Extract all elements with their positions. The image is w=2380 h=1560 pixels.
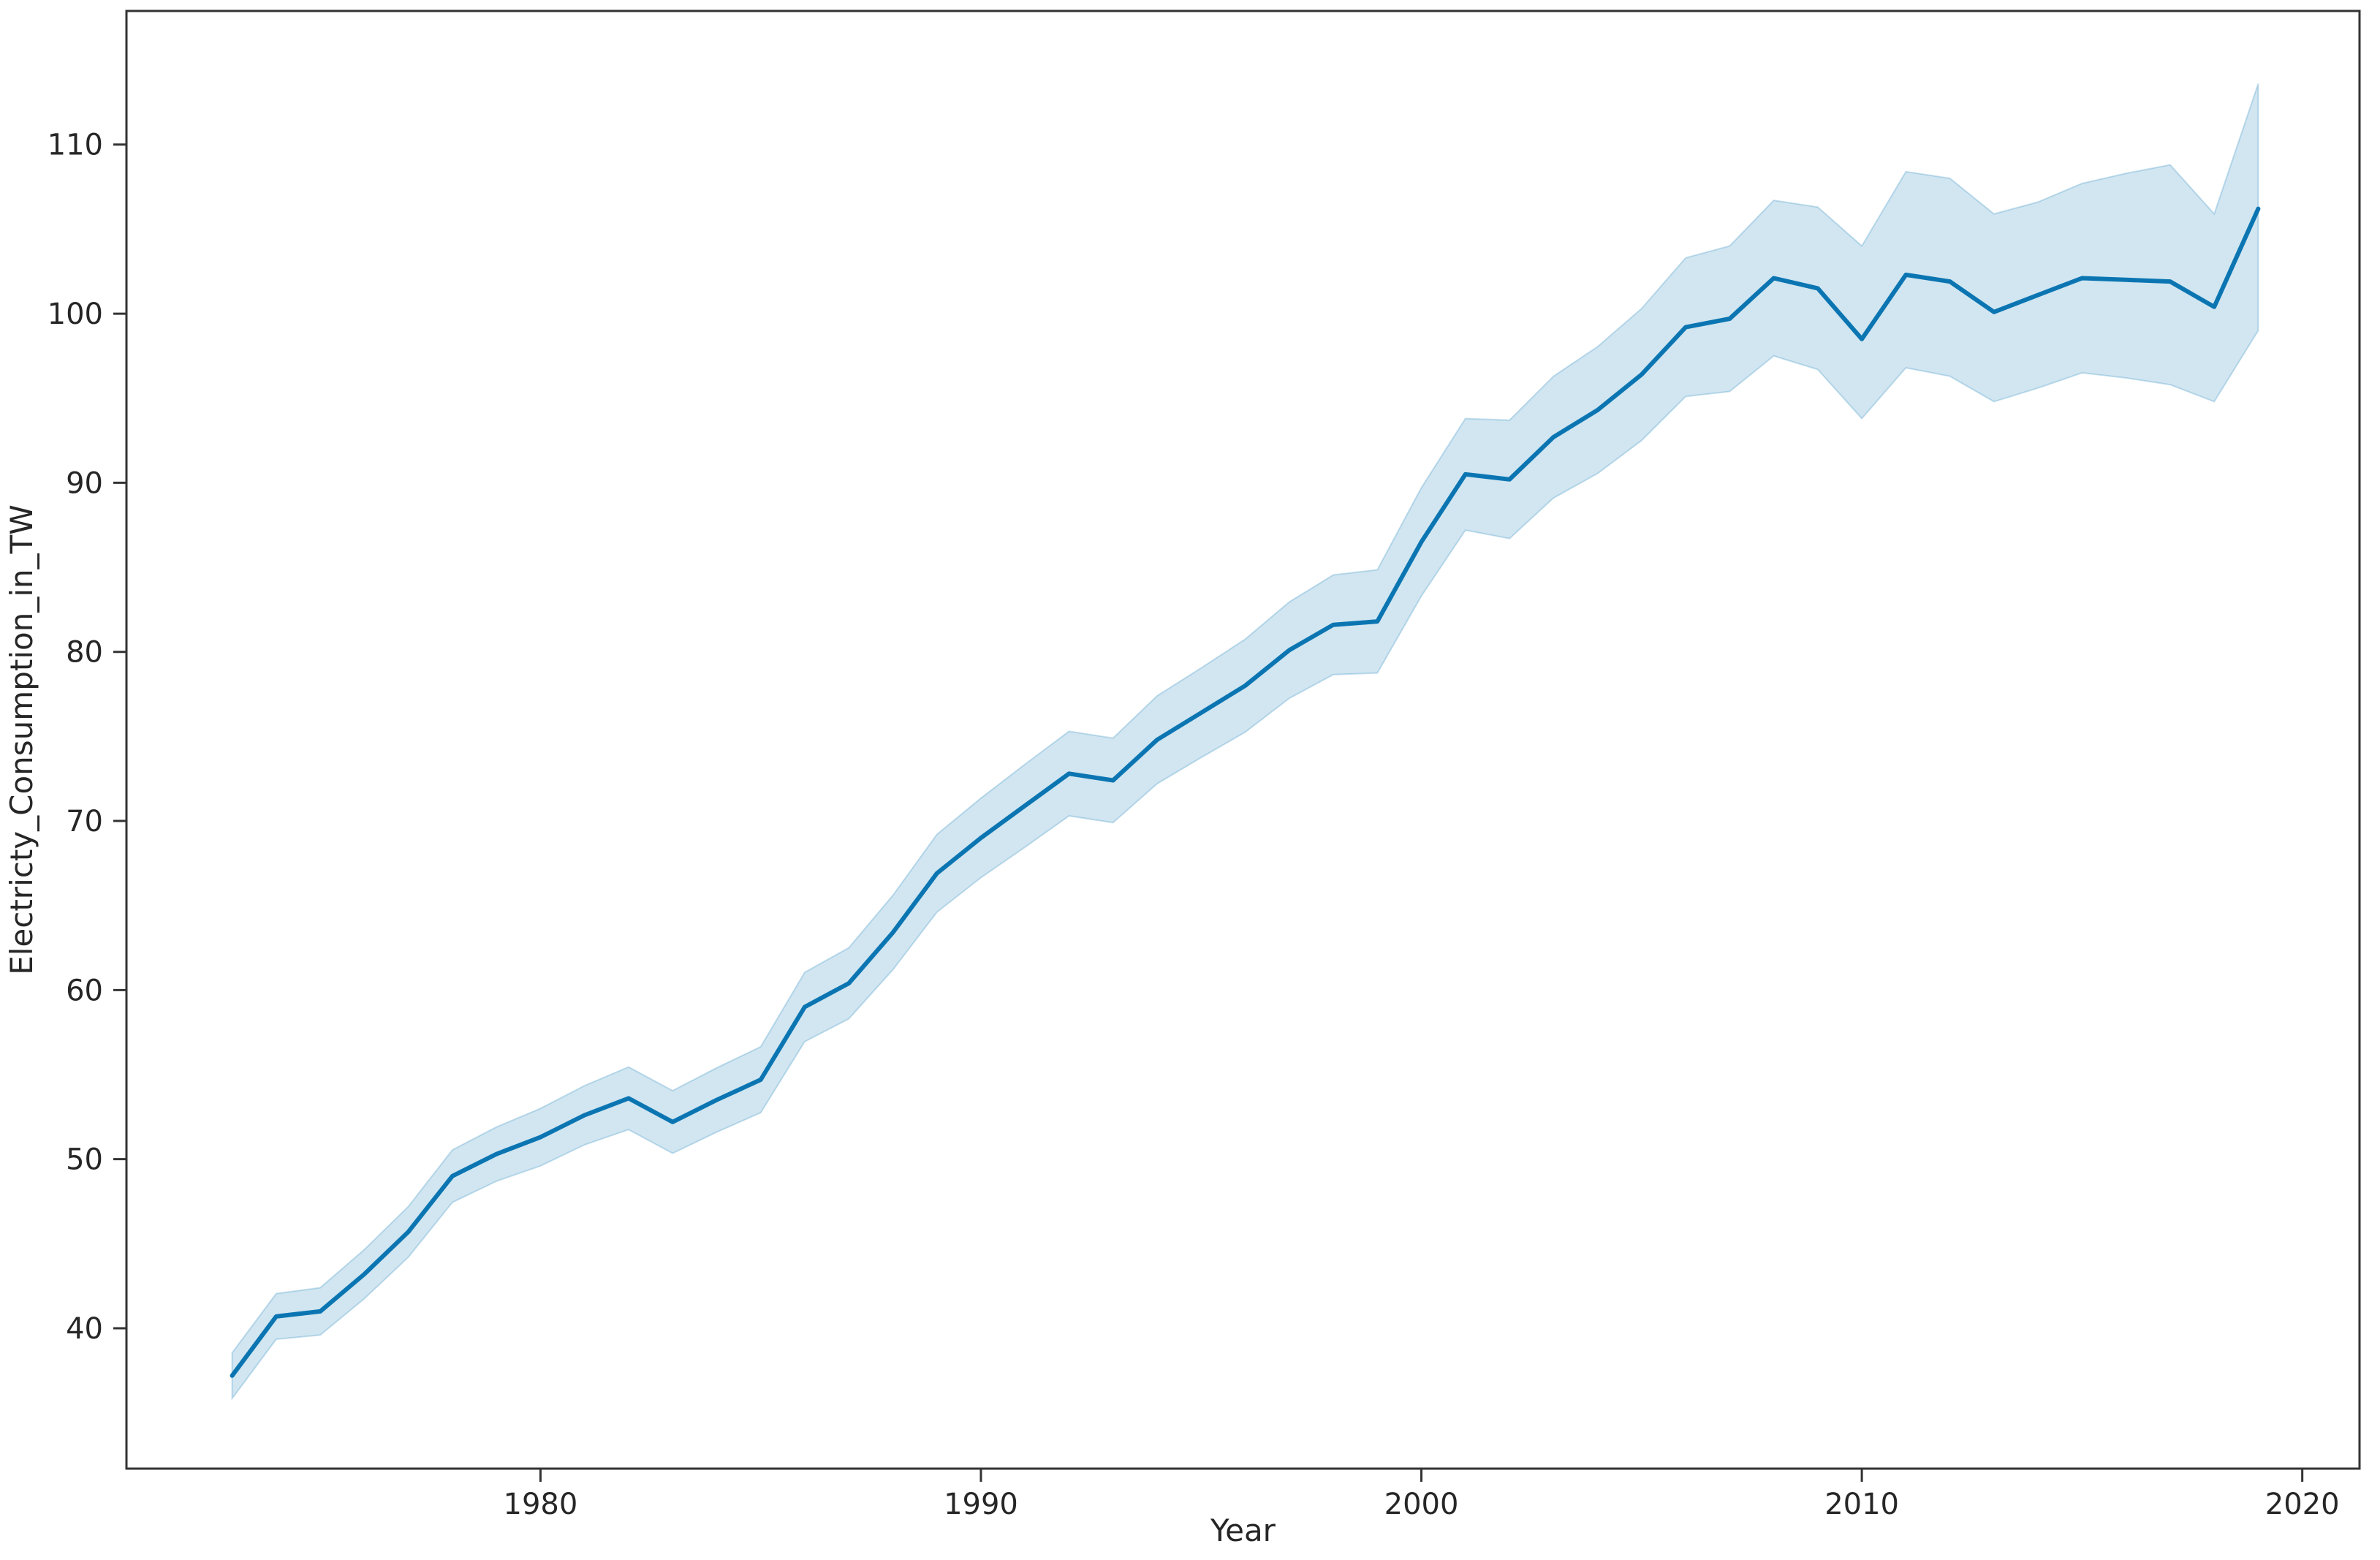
y-axis-label: Electricty_Consumption_in_TW [4, 504, 39, 975]
x-tick-label: 2000 [1384, 1488, 1459, 1521]
axes-frame [125, 10, 2361, 1470]
series-line-layer [230, 206, 2261, 1378]
x-tick-label: 1990 [944, 1488, 1018, 1521]
x-tick-label: 2010 [1824, 1488, 1899, 1521]
y-tick-label: 60 [66, 974, 103, 1007]
x-axis-label: Year [1210, 1512, 1276, 1548]
y-tick-label: 80 [66, 636, 103, 670]
confidence-band [231, 83, 2259, 1401]
y-tick-label: 70 [66, 805, 103, 838]
tick-layer: 1980 1990 2000 2010 2020 40 50 60 70 80 90 100 110 [48, 129, 2340, 1521]
confidence-band-layer [231, 83, 2259, 1401]
axes-frame-layer [125, 10, 2361, 1470]
x-tick-label: 1980 [504, 1488, 578, 1521]
y-tick-label: 90 [66, 466, 103, 500]
y-tick-label: 40 [66, 1312, 103, 1346]
y-tick-label: 100 [48, 298, 103, 331]
series-line [230, 206, 2261, 1378]
y-tick-label: 50 [66, 1143, 103, 1177]
y-tick-label: 110 [48, 129, 103, 162]
x-tick-label: 2020 [2265, 1488, 2340, 1521]
